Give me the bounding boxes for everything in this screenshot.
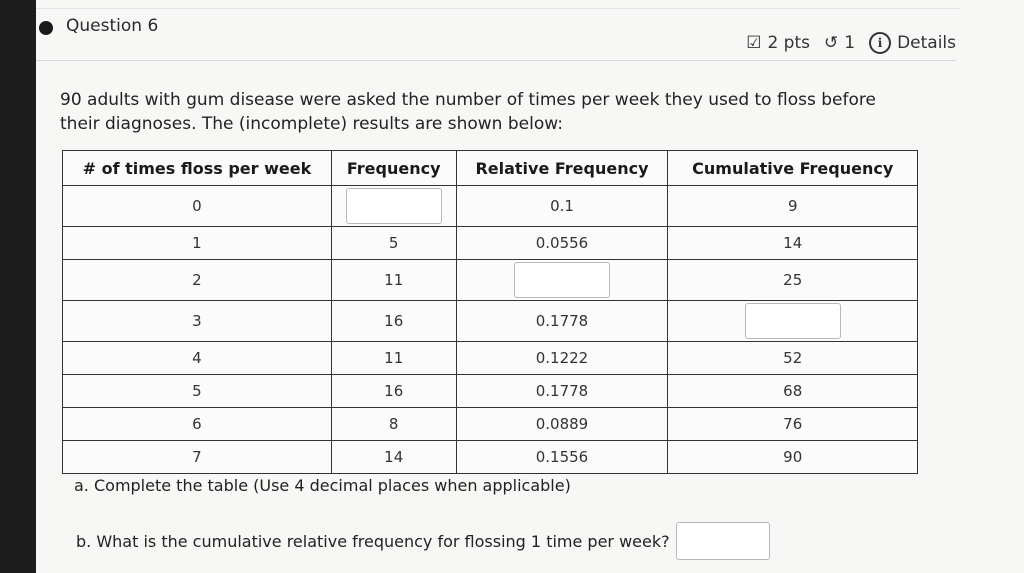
table-row: 0 0.1 9 <box>62 185 918 227</box>
cell-relative: 0.0889 <box>455 407 669 441</box>
table-row: 1 5 0.0556 14 <box>62 226 918 260</box>
table-row: 7 14 0.1556 90 <box>62 440 918 474</box>
cell-relative: 0.0556 <box>455 226 669 260</box>
cell-times: 0 <box>62 185 332 227</box>
header-times: # of times floss per week <box>62 150 332 186</box>
cell-cumulative: 76 <box>667 407 918 441</box>
cell-times: 1 <box>62 226 332 260</box>
cell-relative: 0.1222 <box>455 341 669 375</box>
cell-cumulative: 14 <box>667 226 918 260</box>
part-b-question: b. What is the cumulative relative frequ… <box>76 522 770 560</box>
header-frequency: Frequency <box>330 150 457 186</box>
cumulative-input-row-3[interactable] <box>744 303 841 339</box>
cell-cumulative <box>667 300 918 342</box>
cell-times: 2 <box>62 259 332 301</box>
question-status-dot-icon <box>39 21 53 35</box>
cell-relative: 0.1556 <box>455 440 669 474</box>
cell-times: 4 <box>62 341 332 375</box>
cell-frequency: 8 <box>330 407 457 441</box>
question-title: Question 6 <box>66 16 159 36</box>
cell-relative: 0.1 <box>455 185 669 227</box>
top-divider <box>36 8 960 9</box>
table-row: 2 11 25 <box>62 259 918 301</box>
retry-icon: ↺ <box>823 33 839 53</box>
header-cumulative-frequency: Cumulative Frequency <box>667 150 918 186</box>
cell-times: 6 <box>62 407 332 441</box>
cell-times: 5 <box>62 374 332 408</box>
table-row: 4 11 0.1222 52 <box>62 341 918 375</box>
cell-frequency: 14 <box>330 440 457 474</box>
question-page: Question 6 ☑ 2 pts ↺ 1 i Details 90 adul… <box>36 0 1024 573</box>
cell-frequency: 5 <box>330 226 457 260</box>
table-row: 5 16 0.1778 68 <box>62 374 918 408</box>
table-row: 6 8 0.0889 76 <box>62 407 918 441</box>
frequency-table: # of times floss per week Frequency Rela… <box>62 150 918 474</box>
cell-frequency: 11 <box>330 259 457 301</box>
cell-relative <box>455 259 669 301</box>
cell-cumulative: 68 <box>667 374 918 408</box>
edit-checkbox-icon: ☑ <box>746 33 762 53</box>
frequency-input-row-0[interactable] <box>345 188 442 224</box>
table-row: 3 16 0.1778 <box>62 300 918 342</box>
table-header-row: # of times floss per week Frequency Rela… <box>62 150 918 186</box>
cell-times: 3 <box>62 300 332 342</box>
info-icon[interactable]: i <box>869 32 892 54</box>
cell-frequency: 16 <box>330 374 457 408</box>
cell-cumulative: 9 <box>667 185 918 227</box>
cell-cumulative: 90 <box>667 440 918 474</box>
header-relative-frequency: Relative Frequency <box>455 150 669 186</box>
prompt-line-2: their diagnoses. The (incomplete) result… <box>60 114 563 134</box>
prompt-line-1: 90 adults with gum disease were asked th… <box>60 90 876 110</box>
cell-cumulative: 52 <box>667 341 918 375</box>
question-header: Question 6 ☑ 2 pts ↺ 1 i Details <box>36 10 956 61</box>
question-meta: ☑ 2 pts ↺ 1 i Details <box>746 32 956 54</box>
cell-times: 7 <box>62 440 332 474</box>
details-link[interactable]: Details <box>897 33 956 53</box>
question-prompt: 90 adults with gum disease were asked th… <box>60 88 900 136</box>
part-b-text: b. What is the cumulative relative frequ… <box>76 531 670 551</box>
points-label: 2 pts <box>767 33 810 53</box>
cell-cumulative: 25 <box>667 259 918 301</box>
cell-frequency: 11 <box>330 341 457 375</box>
cell-frequency: 16 <box>330 300 457 342</box>
part-b-answer-input[interactable] <box>675 522 770 560</box>
cell-relative: 0.1778 <box>455 374 669 408</box>
part-a-instruction: a. Complete the table (Use 4 decimal pla… <box>74 476 571 495</box>
relative-input-row-2[interactable] <box>513 262 610 298</box>
cell-relative: 0.1778 <box>455 300 669 342</box>
cell-frequency <box>330 185 457 227</box>
attempts-count: 1 <box>844 33 856 53</box>
